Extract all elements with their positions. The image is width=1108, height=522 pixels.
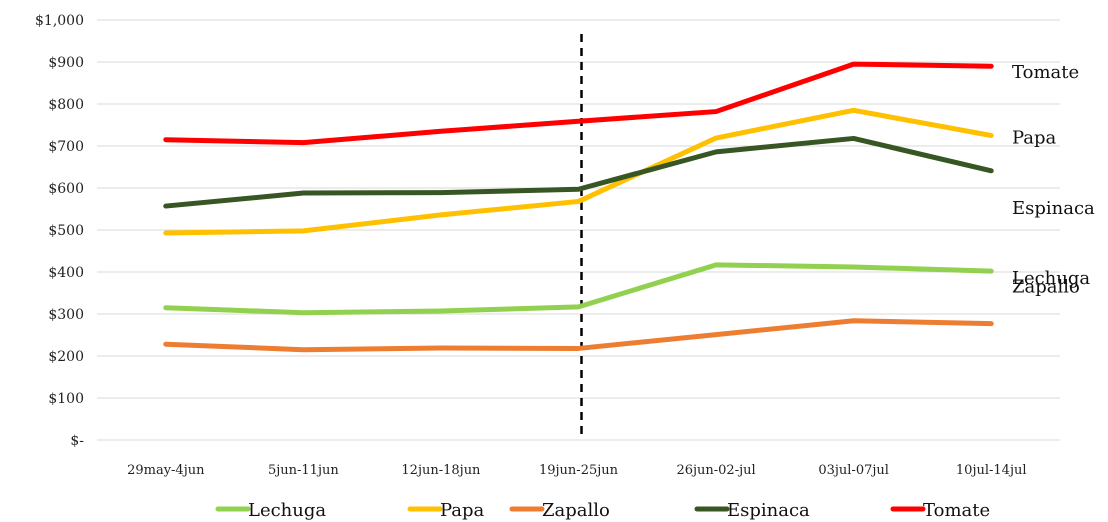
y-axis-ticks: $- $100 $200 $300 $400 $500 $600 $700 $800 $900 $1… <box>35 13 84 449</box>
y-tick-label: $- <box>70 433 84 449</box>
x-axis-ticks: 29may-4jun 5jun-11jun 12jun-18jun 19jun-25j… <box>127 463 1026 478</box>
y-tick-label: $500 <box>48 223 84 239</box>
legend: Lechuga Papa Zapallo Espinaca Tomate <box>215 500 990 521</box>
series-line-zapallo <box>163 318 994 353</box>
legend-label-zapallo: Zapallo <box>542 500 610 521</box>
legend-label-papa: Papa <box>440 500 485 521</box>
y-tick-label: $600 <box>48 181 84 197</box>
x-tick-label: 12jun-18jun <box>401 463 481 478</box>
end-label-espinaca: Espinaca <box>1012 198 1095 219</box>
end-label-tomate: Tomate <box>1012 62 1079 83</box>
y-tick-label: $100 <box>48 391 84 407</box>
series-line-papa <box>163 107 994 236</box>
series-line-espinaca <box>163 135 994 209</box>
end-label-zapallo: Zapallo <box>1012 277 1080 298</box>
legend-label-tomate: Tomate <box>923 500 990 521</box>
series-line-tomate <box>163 61 994 146</box>
y-tick-label: $400 <box>48 265 84 281</box>
y-tick-label: $800 <box>48 97 84 113</box>
series-line-lechuga <box>163 262 994 316</box>
legend-label-lechuga: Lechuga <box>248 500 326 521</box>
x-tick-label: 03jul-07jul <box>818 463 889 478</box>
y-tick-label: $900 <box>48 55 84 71</box>
x-tick-label: 26jun-02-jul <box>676 463 755 478</box>
x-tick-label: 5jun-11jun <box>268 463 339 478</box>
legend-label-espinaca: Espinaca <box>727 500 810 521</box>
end-label-papa: Papa <box>1012 128 1057 149</box>
y-tick-label: $700 <box>48 139 84 155</box>
end-label-lechuga: Lechuga <box>1012 268 1090 289</box>
series-lines <box>163 61 994 353</box>
y-tick-label: $1,000 <box>35 13 84 29</box>
x-tick-label: 19jun-25jun <box>539 463 619 478</box>
y-tick-label: $200 <box>48 349 84 365</box>
x-tick-label: 10jul-14jul <box>956 463 1027 478</box>
x-tick-label: 29may-4jun <box>127 463 205 478</box>
y-tick-label: $300 <box>48 307 84 323</box>
